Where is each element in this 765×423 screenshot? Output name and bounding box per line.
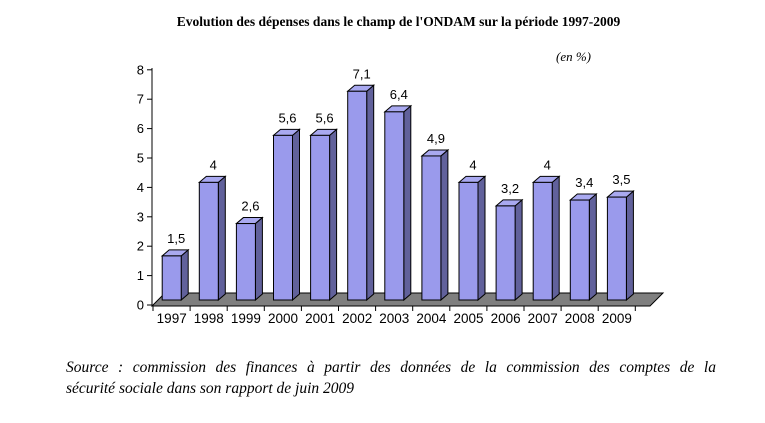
bar-2008: 3,4 2008	[565, 175, 598, 326]
y-axis-tick-label: 2	[137, 239, 144, 254]
bar-front-face	[458, 181, 479, 301]
bar-side-face	[403, 104, 412, 302]
bar-front-face	[235, 223, 256, 301]
bar-value-label: 2,6	[241, 199, 259, 214]
x-axis-category-label: 1998	[194, 311, 224, 326]
bar-value-label: 4	[469, 157, 476, 172]
bar-value-label: 3,4	[575, 175, 593, 190]
bar-front-face	[606, 196, 627, 301]
x-axis-category-label: 2002	[342, 311, 372, 326]
bar-front-face	[273, 134, 293, 301]
bar-side-face	[292, 128, 300, 302]
x-axis-category-label: 2004	[416, 311, 447, 326]
bar-value-label: 5,6	[278, 110, 296, 125]
x-axis-category-label: 2009	[602, 311, 632, 326]
y-axis-tick-label: 5	[137, 151, 144, 166]
x-axis-category-label: 2003	[379, 311, 409, 326]
x-axis-category-label: 2006	[491, 311, 521, 326]
bar-2001: 5,6 2001	[305, 110, 338, 326]
x-axis-category-label: 2000	[268, 311, 298, 326]
x-axis-category-label: 2007	[528, 311, 558, 326]
bar-1999: 2,6 1999	[231, 199, 264, 326]
x-axis-category-label: 2005	[453, 311, 483, 326]
bar-2009: 3,5 2009	[602, 172, 635, 326]
y-axis-tick-label: 6	[137, 121, 144, 136]
bar-side-face	[180, 248, 189, 302]
bar-side-face	[625, 190, 634, 302]
bar-value-label: 4,9	[427, 131, 445, 146]
bar-1997: 1,5 1997	[157, 231, 190, 326]
bar-value-label: 4	[544, 157, 551, 172]
bar-value-label: 4	[210, 157, 217, 172]
bar-front-face	[495, 205, 516, 301]
bar-value-label: 1,5	[167, 231, 185, 246]
bar-front-face	[569, 199, 590, 301]
bar-2004: 4,9 2004	[416, 131, 450, 326]
bar-2006: 3,2 2006	[491, 181, 524, 326]
bar-2003: 6,4 2003	[379, 87, 413, 326]
bar-front-face	[310, 134, 331, 301]
bar-2000: 5,6 2000	[268, 110, 301, 326]
bar-side-face	[366, 84, 375, 302]
x-axis-category-label: 2008	[565, 311, 595, 326]
y-axis-tick-label: 3	[137, 209, 144, 224]
y-axis-tick-label: 1	[137, 268, 144, 283]
bar-2007: 4 2007	[528, 157, 561, 326]
bar-value-label: 6,4	[390, 87, 408, 102]
bar-side-face	[217, 175, 226, 302]
chart-unit-label: (en %)	[556, 49, 592, 64]
bar-value-label: 7,1	[353, 66, 371, 81]
x-axis-category-label: 2001	[305, 311, 335, 326]
source-caption-line2: sécurité sociale dans son rapport de jui…	[66, 379, 355, 397]
y-axis-tick-label: 4	[137, 180, 144, 195]
x-axis-category-label: 1999	[231, 311, 261, 326]
source-caption-line1: Source : commission des finances à parti…	[66, 359, 716, 376]
bar-value-label: 5,6	[316, 110, 334, 125]
source-caption: Source : commission des finances à parti…	[66, 358, 716, 400]
bar-side-face	[477, 175, 486, 302]
x-axis-category-label: 1997	[157, 311, 187, 326]
bar-1998: 4 1998	[194, 157, 227, 326]
bar-side-face	[254, 216, 263, 302]
bar-2005: 4 2005	[453, 157, 487, 326]
bar-side-face	[514, 198, 523, 302]
bar-front-face	[421, 155, 442, 301]
bar-front-face	[532, 181, 553, 301]
bar-front-face	[347, 90, 368, 301]
bar-side-face	[551, 175, 560, 302]
bar-side-face	[588, 192, 597, 302]
bar-front-face	[161, 255, 182, 301]
chart-title: Evolution des dépenses dans le champ de …	[176, 14, 621, 29]
bar-front-face	[198, 181, 219, 301]
y-axis-tick-label: 7	[137, 92, 144, 107]
bar-front-face	[384, 111, 405, 301]
bar-value-label: 3,2	[501, 181, 519, 196]
y-axis-tick-label: 0	[137, 298, 144, 313]
bar-side-face	[329, 128, 338, 302]
bar-2002: 7,1 2002	[342, 66, 376, 326]
bar-chart-canvas: 0 1 2 3 4 5 6 7 8 1,5 1997 4 1998 2,6 1999 5,6 2000 5,6 20…	[137, 62, 665, 326]
bar-value-label: 3,5	[612, 172, 630, 187]
bar-side-face	[440, 148, 449, 302]
y-axis-tick-label: 8	[137, 62, 144, 77]
